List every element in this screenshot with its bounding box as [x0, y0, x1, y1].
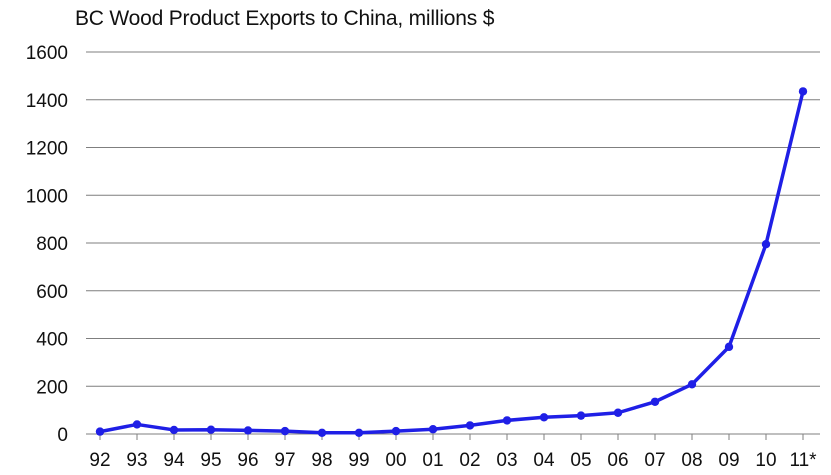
x-tick-label: 10 [755, 450, 776, 471]
y-tick-label: 1000 [26, 186, 68, 207]
y-tick-label: 600 [36, 282, 68, 303]
x-tick-label: 01 [422, 450, 443, 471]
data-point [354, 428, 364, 438]
x-tick-label: 08 [681, 450, 702, 471]
x-tick-label: 07 [644, 450, 665, 471]
y-tick-label: 1600 [26, 43, 68, 64]
x-tick-label: 05 [570, 450, 591, 471]
chart-title: BC Wood Product Exports to China, millio… [75, 7, 495, 30]
data-point [687, 380, 697, 389]
data-point [317, 428, 327, 438]
x-tick-label: 99 [348, 450, 369, 471]
data-point [650, 397, 660, 406]
y-tick-label: 1400 [26, 91, 68, 112]
data-point [724, 342, 734, 352]
data-point [613, 408, 623, 417]
data-point [95, 427, 105, 436]
x-tick-label: 11* [789, 450, 817, 471]
x-tick-label: 09 [718, 450, 739, 471]
data-point [169, 425, 179, 435]
x-tick-label: 00 [385, 450, 406, 471]
y-tick-label: 400 [36, 330, 68, 351]
data-point [502, 416, 512, 425]
data-point [761, 239, 771, 249]
x-tick-label: 95 [200, 450, 221, 471]
data-point [576, 411, 586, 420]
data-point [280, 426, 290, 436]
y-tick-label: 200 [36, 377, 68, 398]
data-point [539, 413, 549, 422]
data-point [798, 87, 808, 96]
x-tick-label: 98 [311, 450, 332, 471]
data-point [391, 426, 401, 436]
x-tick-label: 97 [274, 450, 295, 471]
y-tick-label: 0 [57, 425, 68, 446]
x-tick-label: 92 [89, 450, 110, 471]
data-point [132, 420, 142, 429]
y-tick-label: 1200 [26, 139, 68, 160]
data-point [465, 421, 475, 430]
data-point [206, 425, 216, 434]
x-tick-label: 94 [163, 450, 185, 471]
x-tick-label: 04 [533, 450, 555, 471]
y-tick-label: 800 [36, 234, 68, 255]
x-tick-label: 03 [496, 450, 517, 471]
data-point [243, 426, 253, 435]
x-tick-label: 02 [459, 450, 480, 471]
x-tick-label: 06 [607, 450, 628, 471]
x-tick-label: 93 [126, 450, 147, 471]
x-tick-label: 96 [237, 450, 258, 471]
series-line [98, 89, 805, 435]
data-point [428, 425, 438, 434]
